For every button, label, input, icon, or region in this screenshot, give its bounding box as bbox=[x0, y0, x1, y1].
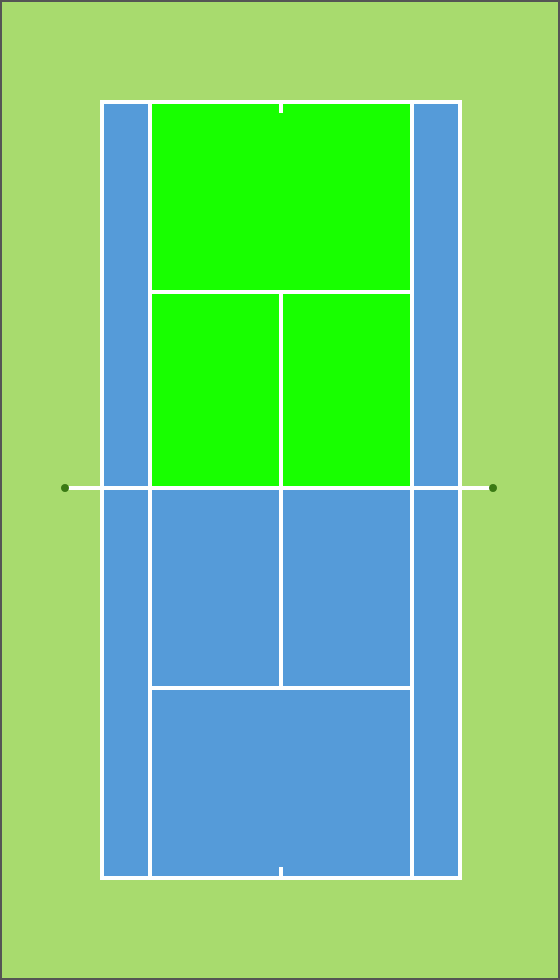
far-right-service-box-highlighted bbox=[283, 294, 412, 486]
left-net-post bbox=[61, 484, 69, 492]
court-lines bbox=[66, 100, 492, 880]
right-net-post bbox=[489, 484, 497, 492]
far-backcourt-zone-highlighted bbox=[150, 104, 412, 292]
far-left-service-box-highlighted bbox=[150, 294, 279, 486]
